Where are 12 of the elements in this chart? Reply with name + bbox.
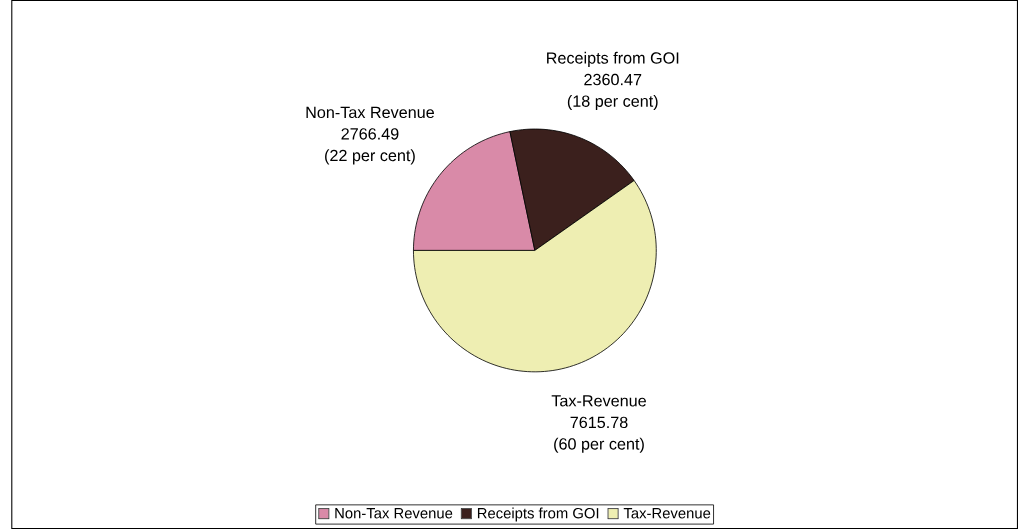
legend-label: Receipts from GOI bbox=[477, 507, 599, 522]
slice-label: Tax-Revenue bbox=[551, 395, 646, 407]
data-label: 2360.47 bbox=[584, 73, 642, 86]
slice-label: Non-Tax Revenue bbox=[306, 106, 434, 118]
legend-label: Tax-Revenue bbox=[623, 508, 711, 519]
text: (22 per cent) bbox=[325, 149, 415, 165]
data-label: 7615.78 bbox=[570, 416, 628, 428]
slice-label: Receipts from GOI bbox=[547, 51, 679, 67]
data-label: 2766.49 bbox=[341, 128, 399, 140]
text: (60 per cent) bbox=[554, 437, 644, 453]
legend-label: Non-Tax Revenue bbox=[335, 508, 453, 519]
text: (18 per cent) bbox=[567, 94, 658, 110]
